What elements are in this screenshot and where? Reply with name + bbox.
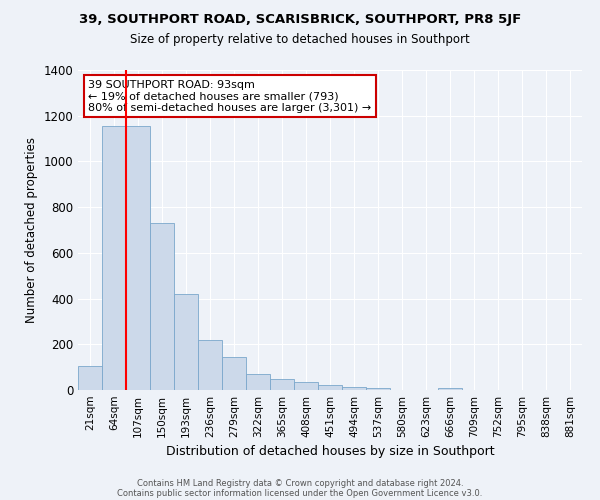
Text: 39, SOUTHPORT ROAD, SCARISBRICK, SOUTHPORT, PR8 5JF: 39, SOUTHPORT ROAD, SCARISBRICK, SOUTHPO… [79, 12, 521, 26]
Bar [342, 386, 366, 390]
Bar [126, 126, 150, 390]
Bar [198, 340, 222, 390]
Bar [318, 386, 342, 390]
Bar [246, 374, 270, 390]
Bar [78, 366, 102, 390]
Bar [294, 382, 318, 390]
Bar [222, 357, 246, 390]
Bar [174, 294, 198, 390]
Bar [270, 378, 294, 390]
Text: Size of property relative to detached houses in Southport: Size of property relative to detached ho… [130, 32, 470, 46]
Text: Contains HM Land Registry data © Crown copyright and database right 2024.: Contains HM Land Registry data © Crown c… [137, 478, 463, 488]
Bar [102, 126, 126, 390]
Bar [150, 223, 174, 390]
X-axis label: Distribution of detached houses by size in Southport: Distribution of detached houses by size … [166, 446, 494, 458]
Bar [438, 388, 462, 390]
Bar [366, 388, 390, 390]
Y-axis label: Number of detached properties: Number of detached properties [25, 137, 38, 323]
Text: Contains public sector information licensed under the Open Government Licence v3: Contains public sector information licen… [118, 488, 482, 498]
Text: 39 SOUTHPORT ROAD: 93sqm
← 19% of detached houses are smaller (793)
80% of semi-: 39 SOUTHPORT ROAD: 93sqm ← 19% of detach… [88, 80, 371, 113]
